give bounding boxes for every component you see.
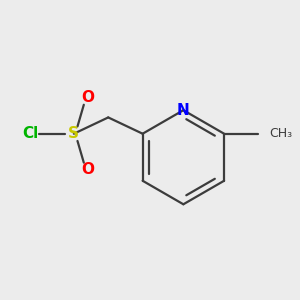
- Text: S: S: [68, 126, 80, 141]
- Text: O: O: [81, 162, 94, 177]
- Text: O: O: [81, 90, 94, 105]
- Text: Cl: Cl: [22, 126, 39, 141]
- Text: N: N: [177, 103, 190, 118]
- Text: CH₃: CH₃: [269, 127, 292, 140]
